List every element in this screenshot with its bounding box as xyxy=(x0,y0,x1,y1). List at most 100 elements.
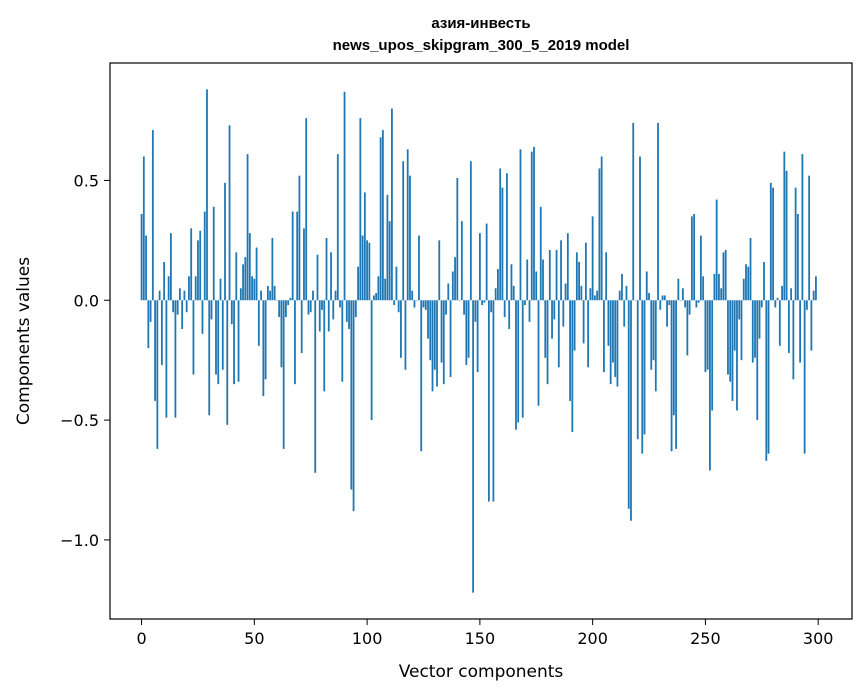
bar-237 xyxy=(675,300,677,449)
bar-227 xyxy=(652,300,655,361)
bar-51 xyxy=(255,247,258,301)
bar-185 xyxy=(557,300,560,368)
bar-23 xyxy=(192,300,195,375)
bar-3 xyxy=(147,300,150,349)
bar-74 xyxy=(307,300,310,315)
bar-103 xyxy=(372,295,375,301)
bar-42 xyxy=(235,252,238,301)
bar-294 xyxy=(803,300,806,454)
bar-287 xyxy=(787,300,790,353)
bar-216 xyxy=(627,300,630,509)
bar-127 xyxy=(427,300,429,339)
bar-284 xyxy=(781,285,783,301)
bar-208 xyxy=(609,300,612,385)
bar-152 xyxy=(483,300,486,303)
bar-32 xyxy=(212,206,215,301)
bar-150 xyxy=(478,233,481,301)
bar-271 xyxy=(751,300,754,363)
bar-49 xyxy=(251,276,253,301)
bar-265 xyxy=(738,300,741,320)
bar-9 xyxy=(160,300,163,365)
bar-92 xyxy=(348,300,350,330)
bar-297 xyxy=(810,300,813,351)
bar-1 xyxy=(142,156,145,301)
bar-130 xyxy=(433,300,436,370)
y-axis-label: Components values xyxy=(14,257,34,425)
x-tick-label: 0 xyxy=(136,629,146,648)
bar-272 xyxy=(754,300,756,358)
bar-276 xyxy=(763,261,765,301)
bar-137 xyxy=(449,300,452,377)
bar-203 xyxy=(598,168,601,301)
bar-15 xyxy=(174,300,177,418)
bar-80 xyxy=(321,300,323,310)
bar-250 xyxy=(704,300,707,373)
bar-58 xyxy=(271,237,274,301)
bar-63 xyxy=(282,300,285,449)
y-axis-ticks: 0.5 0.0 −0.5 −1.0 xyxy=(60,171,110,550)
bar-274 xyxy=(758,300,761,339)
bar-188 xyxy=(564,283,567,301)
chart-subtitle: news_upos_skipgram_300_5_2019 model xyxy=(333,37,630,54)
bar-254 xyxy=(713,273,716,301)
bar-264 xyxy=(736,300,738,411)
bar-68 xyxy=(294,300,296,385)
bar-228 xyxy=(654,300,657,392)
bar-191 xyxy=(571,300,574,433)
bar-11 xyxy=(165,300,168,418)
bar-293 xyxy=(801,154,804,301)
x-axis-label: Vector components xyxy=(399,662,564,682)
bar-129 xyxy=(431,300,434,392)
bar-133 xyxy=(440,300,443,363)
bar-62 xyxy=(280,300,283,368)
bar-31 xyxy=(210,300,213,320)
bar-106 xyxy=(379,137,382,301)
bar-162 xyxy=(506,173,508,301)
bar-176 xyxy=(537,300,540,406)
bar-142 xyxy=(460,221,463,301)
bar-107 xyxy=(381,130,384,301)
bar-245 xyxy=(693,213,696,301)
bar-116 xyxy=(402,161,405,301)
bar-212 xyxy=(618,290,621,301)
bar-242 xyxy=(686,300,689,356)
bar-204 xyxy=(600,156,603,301)
x-axis-ticks: 0 50 100 150 200 250 300 xyxy=(136,619,833,648)
bar-214 xyxy=(623,300,626,327)
bar-199 xyxy=(589,288,592,301)
bar-231 xyxy=(661,295,664,301)
bar-180 xyxy=(546,300,549,385)
bar-21 xyxy=(188,276,190,301)
bar-104 xyxy=(375,293,378,301)
bar-164 xyxy=(510,264,513,301)
bar-54 xyxy=(262,300,265,397)
bar-28 xyxy=(203,211,206,301)
bar-59 xyxy=(273,285,276,301)
bar-197 xyxy=(584,242,587,301)
bar-138 xyxy=(451,271,454,301)
bar-273 xyxy=(756,300,759,421)
bar-12 xyxy=(167,276,170,301)
bar-221 xyxy=(639,156,641,301)
bar-268 xyxy=(745,264,747,301)
bar-229 xyxy=(657,122,659,301)
bar-177 xyxy=(539,206,542,301)
bar-119 xyxy=(409,175,411,301)
bar-169 xyxy=(521,300,524,418)
bar-61 xyxy=(278,300,281,318)
bar-52 xyxy=(257,300,260,346)
bar-238 xyxy=(677,278,680,301)
bar-243 xyxy=(688,300,691,315)
bar-258 xyxy=(722,252,725,301)
bar-277 xyxy=(765,300,768,461)
bar-38 xyxy=(226,300,229,425)
bar-43 xyxy=(237,300,240,382)
bar-37 xyxy=(224,182,226,301)
bar-83 xyxy=(327,300,330,332)
bar-33 xyxy=(215,300,217,375)
bar-163 xyxy=(508,300,511,330)
bar-0 xyxy=(140,213,143,301)
bar-236 xyxy=(672,300,675,416)
bar-222 xyxy=(641,300,644,454)
bar-55 xyxy=(264,300,267,380)
